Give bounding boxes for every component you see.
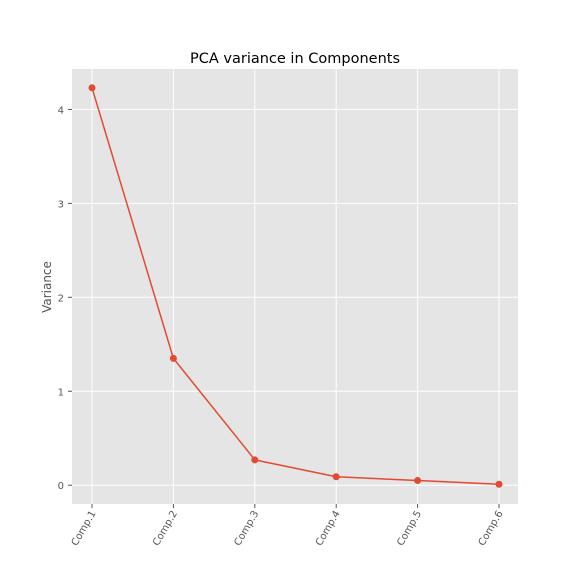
y-tick-label: 0 [58,481,64,492]
x-tick-label: Comp.2 [151,509,180,548]
y-axis-label: Variance [40,261,54,313]
data-point [169,354,177,362]
data-point [495,480,503,488]
x-tick-label: Comp.3 [233,509,262,548]
data-point [332,473,340,481]
y-tick-label: 1 [58,387,64,398]
chart-title: PCA variance in Components [190,51,400,67]
grid-lines [72,69,518,504]
x-tick-label: Comp.6 [477,509,506,548]
y-tick-label: 2 [58,293,64,304]
data-point [251,456,259,464]
data-series [88,84,503,488]
y-tick-label: 3 [58,199,64,210]
data-point [414,477,422,485]
x-tick-label: Comp.4 [314,509,343,548]
x-tick-label: Comp.5 [395,509,424,548]
x-tick-label: Comp.1 [70,509,99,548]
y-tick-label: 4 [58,105,64,116]
plot-area [72,69,518,504]
series-line [91,87,500,486]
data-point [88,84,96,92]
